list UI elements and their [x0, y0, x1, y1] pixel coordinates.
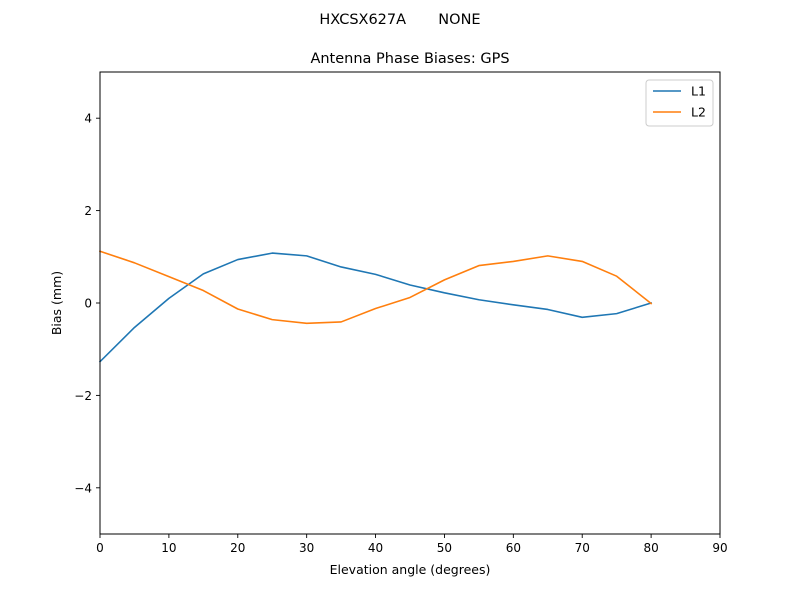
y-tick-label: 2	[84, 204, 92, 218]
x-tick-label: 10	[161, 541, 176, 555]
series-layer	[98, 250, 653, 363]
y-tick-label: −4	[74, 481, 92, 495]
x-tick-label: 70	[575, 541, 590, 555]
series-line-l2	[98, 250, 653, 325]
x-tick-label: 50	[437, 541, 452, 555]
y-tick-label: 4	[84, 112, 92, 126]
x-tick-label: 40	[368, 541, 383, 555]
x-axis: 0 10 20 30 40 50 60 70 80 90	[96, 534, 728, 555]
plot-frame	[99, 71, 721, 535]
y-tick-label: −2	[74, 389, 92, 403]
x-tick-label: 80	[643, 541, 658, 555]
x-tick-label: 20	[230, 541, 245, 555]
x-tick-label: 90	[712, 541, 727, 555]
x-tick-label: 30	[299, 541, 314, 555]
y-axis: −4 −2 0 2 4	[74, 112, 100, 495]
x-tick-label: 60	[506, 541, 521, 555]
y-tick-label: 0	[84, 297, 92, 311]
x-axis-label: Elevation angle (degrees)	[330, 562, 491, 577]
chart-title: Antenna Phase Biases: GPS	[310, 51, 509, 67]
legend-label-l1: L1	[691, 84, 706, 99]
series-line-l1	[98, 252, 653, 363]
x-tick-label: 0	[96, 541, 104, 555]
y-axis-label: Bias (mm)	[49, 271, 64, 335]
chart-suptitle: HXCSX627A NONE	[319, 12, 480, 28]
legend-label-l2: L2	[691, 105, 706, 120]
